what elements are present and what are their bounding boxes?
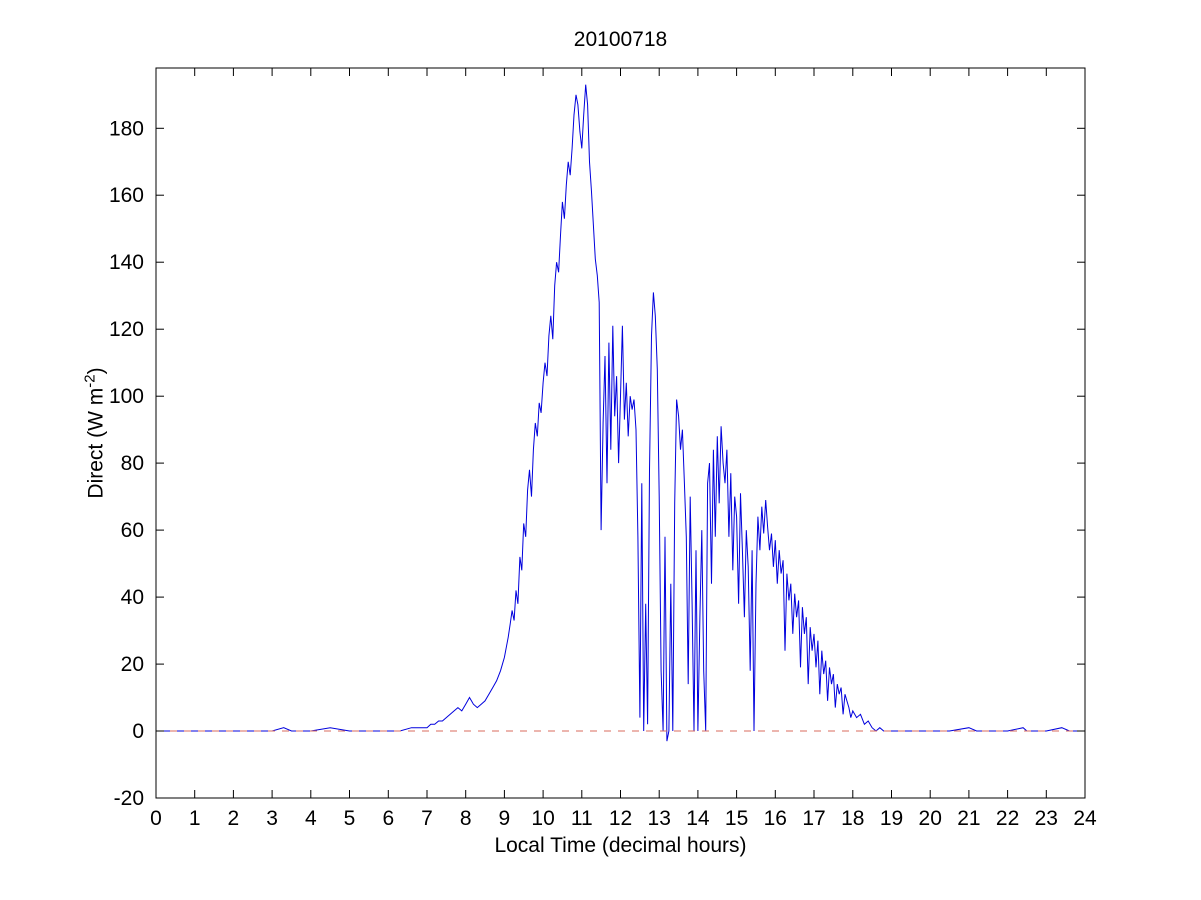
x-tick-label: 3 bbox=[266, 807, 278, 830]
x-tick-label: 10 bbox=[531, 807, 554, 830]
y-tick-label: 100 bbox=[109, 385, 144, 408]
x-tick-label: 19 bbox=[880, 807, 903, 830]
x-tick-label: 18 bbox=[841, 807, 864, 830]
x-tick-label: 17 bbox=[802, 807, 825, 830]
x-tick-label: 7 bbox=[421, 807, 433, 830]
chart-title: 20100718 bbox=[573, 28, 668, 51]
x-tick-label: 1 bbox=[189, 807, 201, 830]
x-tick-label: 16 bbox=[764, 807, 787, 830]
x-tick-label: 13 bbox=[648, 807, 671, 830]
x-tick-label: 20 bbox=[919, 807, 942, 830]
x-tick-label: 24 bbox=[1073, 807, 1097, 830]
y-tick-label: 180 bbox=[109, 117, 144, 140]
y-tick-label: 120 bbox=[109, 318, 144, 341]
x-tick-label: 22 bbox=[996, 807, 1019, 830]
x-axis-label: Local Time (decimal hours) bbox=[494, 834, 747, 857]
y-tick-label: 20 bbox=[121, 653, 144, 676]
y-tick-label: 40 bbox=[121, 586, 144, 609]
x-tick-label: 12 bbox=[609, 807, 632, 830]
x-tick-label: 0 bbox=[150, 807, 162, 830]
x-tick-label: 9 bbox=[499, 807, 511, 830]
x-tick-label: 8 bbox=[460, 807, 472, 830]
x-tick-label: 23 bbox=[1035, 807, 1058, 830]
y-tick-label: 140 bbox=[109, 251, 144, 274]
y-tick-label: 0 bbox=[132, 720, 144, 743]
y-tick-label: -20 bbox=[114, 787, 144, 810]
x-tick-label: 21 bbox=[957, 807, 980, 830]
x-tick-label: 6 bbox=[382, 807, 394, 830]
x-tick-label: 5 bbox=[344, 807, 356, 830]
x-tick-label: 2 bbox=[228, 807, 240, 830]
y-tick-label: 160 bbox=[109, 184, 144, 207]
y-tick-label: 60 bbox=[121, 519, 144, 542]
x-tick-label: 14 bbox=[686, 807, 710, 830]
x-tick-label: 15 bbox=[725, 807, 748, 830]
x-tick-label: 4 bbox=[305, 807, 317, 830]
series-direct-irradiance bbox=[156, 84, 1080, 742]
y-tick-label: 80 bbox=[121, 452, 144, 475]
x-tick-label: 11 bbox=[571, 807, 593, 830]
axes-box bbox=[155, 67, 1086, 799]
